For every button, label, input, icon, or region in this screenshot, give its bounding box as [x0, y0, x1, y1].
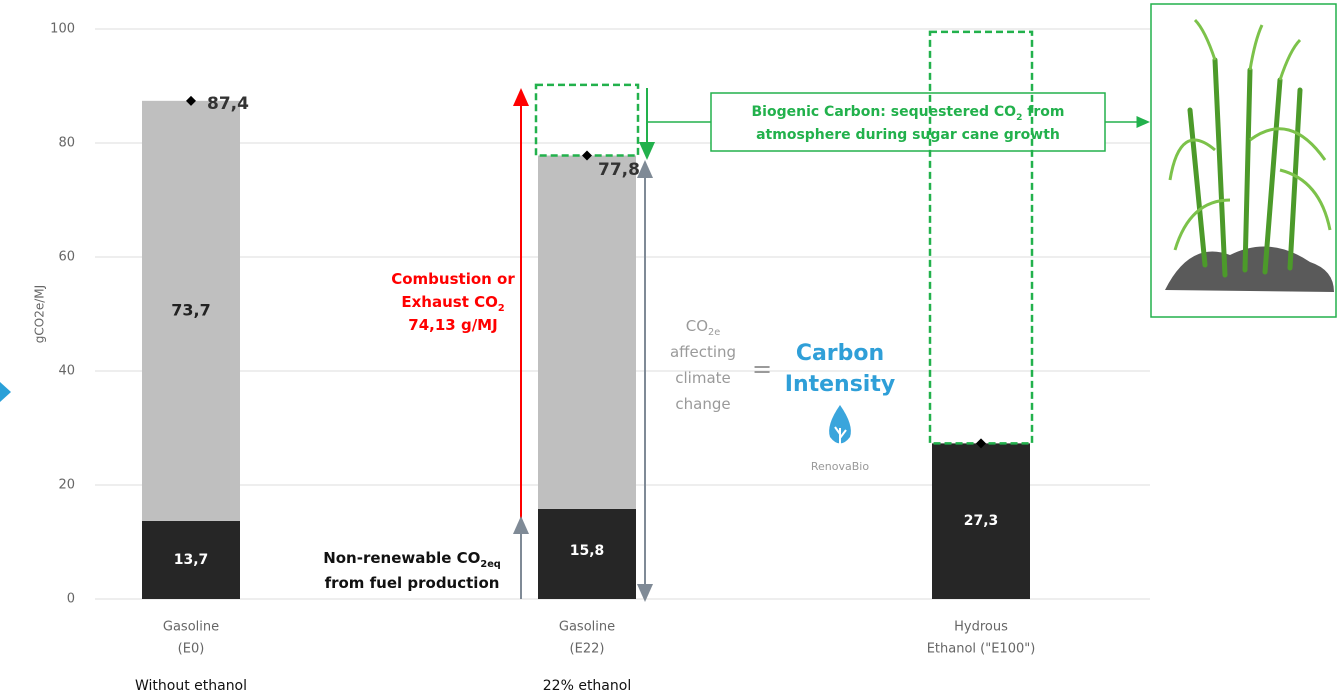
annotation: 74,13 g/MJ — [408, 316, 497, 334]
side-arrow — [0, 382, 11, 402]
annotation-text: CO — [686, 317, 708, 335]
total-marker — [582, 150, 592, 161]
annotation-text: affecting — [670, 343, 736, 361]
subcategory-label: Without ethanol — [135, 678, 247, 694]
stalks — [1187, 57, 1303, 278]
y-tick-label: 100 — [50, 22, 75, 37]
annotation-text: Exhaust CO — [401, 293, 497, 311]
y-tick-label: 60 — [58, 250, 75, 265]
annotation-text: from — [1022, 104, 1064, 120]
y-tick-label: 20 — [58, 478, 75, 493]
carbon-intensity: Intensity — [785, 372, 895, 397]
subscript: 2e — [708, 327, 720, 338]
logo-drop — [829, 405, 851, 444]
annotation-text: 74,13 g/MJ — [408, 316, 497, 334]
annotation-text: atmosphere during sugar cane growth — [756, 127, 1060, 143]
x-tick-label: (E22) — [570, 642, 605, 657]
value-label: 73,7 — [171, 300, 210, 319]
x-tick-label: Hydrous — [954, 620, 1008, 635]
biogenic-range — [534, 83, 640, 157]
x-tick-label: (E0) — [178, 642, 205, 657]
bar-segment — [142, 100, 240, 521]
y-tick-label: 80 — [58, 136, 75, 151]
annotation: CO2e — [686, 317, 720, 338]
equals: = — [752, 355, 772, 383]
value-label: 27,3 — [964, 513, 999, 529]
x-tick-label: Gasoline — [163, 620, 219, 635]
annotation: climate — [675, 369, 731, 387]
total-marker — [186, 95, 196, 106]
total-label: 87,4 — [207, 94, 249, 114]
carbon-intensity: Carbon — [796, 341, 884, 366]
logo-sprout — [834, 426, 847, 446]
annotation-arrows — [513, 88, 1150, 602]
bar-segment — [142, 520, 240, 599]
annotation: atmosphere during sugar cane growth — [756, 127, 1060, 143]
subscript: 2 — [498, 303, 505, 314]
logo-text: RenovaBio — [811, 460, 869, 473]
subscript: 2 — [1016, 113, 1022, 123]
y-tick-label: 40 — [58, 364, 75, 379]
annotation: change — [675, 395, 730, 413]
bar-segment — [538, 155, 636, 509]
annotation-text: Non-renewable CO — [323, 549, 480, 567]
x-tick-label: Gasoline — [559, 620, 615, 635]
value-label: 13,7 — [174, 552, 209, 568]
annotation: Biogenic Carbon: sequestered CO2 from — [752, 104, 1065, 123]
total-marker — [976, 438, 986, 449]
plant-picture — [1150, 3, 1337, 318]
annotation: Exhaust CO2 — [401, 293, 504, 314]
bar-segment — [538, 508, 636, 599]
y-axis-label: gCO2e/MJ — [33, 285, 47, 343]
value-label: 15,8 — [570, 543, 605, 559]
annotation: from fuel production — [325, 574, 500, 592]
annotation-text: from fuel production — [325, 574, 500, 592]
total-label: 77,8 — [598, 160, 640, 180]
biogenic-box — [710, 92, 1106, 152]
bar-segment — [932, 443, 1030, 599]
annotation: Non-renewable CO2eq — [323, 549, 501, 570]
y-tick-label: 0 — [67, 592, 75, 607]
subscript: 2eq — [480, 559, 500, 570]
x-tick-label: Ethanol ("E100") — [927, 642, 1036, 657]
annotation-text: change — [675, 395, 730, 413]
subcategory-label: 22% ethanol — [543, 678, 631, 694]
logo — [829, 405, 851, 446]
annotation-text: climate — [675, 369, 731, 387]
annotation-text: Combustion or — [391, 270, 515, 288]
annotation-text: Biogenic Carbon: sequestered CO — [752, 104, 1017, 120]
annotation: Combustion or — [391, 270, 515, 288]
leaves — [1168, 18, 1332, 251]
annotation: affecting — [670, 343, 736, 361]
